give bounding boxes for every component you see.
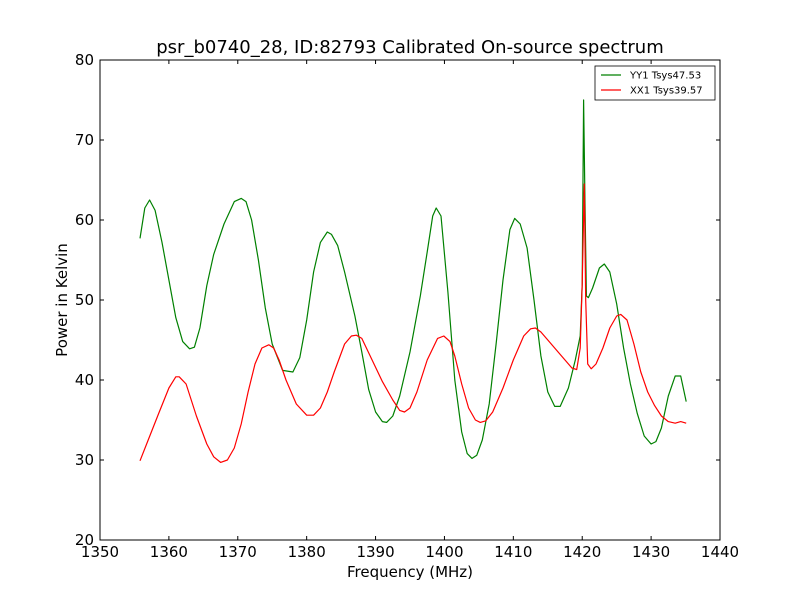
y-axis: 20 30 40 50 60 70 80 xyxy=(75,51,720,549)
legend: YY1 Tsys47.53 XX1 Tsys39.57 xyxy=(594,65,716,101)
y-tick-label: 40 xyxy=(75,371,94,389)
y-tick-label: 60 xyxy=(75,211,94,229)
axes-frame xyxy=(99,59,721,541)
series-line-0 xyxy=(139,99,687,459)
x-tick-label: 1410 xyxy=(494,543,532,561)
y-tick-label: 20 xyxy=(75,531,94,549)
y-tick-label: 50 xyxy=(75,291,94,309)
legend-label-xx1: XX1 Tsys39.57 xyxy=(630,86,703,97)
legend-label-yy1: YY1 Tsys47.53 xyxy=(629,71,701,82)
x-tick-label: 1420 xyxy=(563,543,601,561)
x-tick-label: 1430 xyxy=(632,543,670,561)
legend-box xyxy=(594,65,716,101)
x-tick-label: 1390 xyxy=(356,543,394,561)
y-axis-label: Power in Kelvin xyxy=(53,243,71,357)
chart-title: psr_b0740_28, ID:82793 Calibrated On-sou… xyxy=(156,37,663,58)
x-axis: 1350 1360 1370 1380 1390 1400 1410 1420 1430 1440 xyxy=(81,60,739,561)
x-tick-label: 1350 xyxy=(81,543,119,561)
y-tick-label: 80 xyxy=(75,51,94,69)
x-axis-label: Frequency (MHz) xyxy=(347,563,473,581)
series-line-1 xyxy=(139,183,687,463)
y-tick-label: 30 xyxy=(75,451,94,469)
x-tick-label: 1380 xyxy=(288,543,326,561)
x-tick-label: 1400 xyxy=(425,543,463,561)
y-tick-label: 70 xyxy=(75,131,94,149)
x-tick-label: 1440 xyxy=(701,543,739,561)
series-layer xyxy=(139,99,687,463)
x-tick-label: 1360 xyxy=(150,543,188,561)
x-tick-label: 1370 xyxy=(219,543,257,561)
